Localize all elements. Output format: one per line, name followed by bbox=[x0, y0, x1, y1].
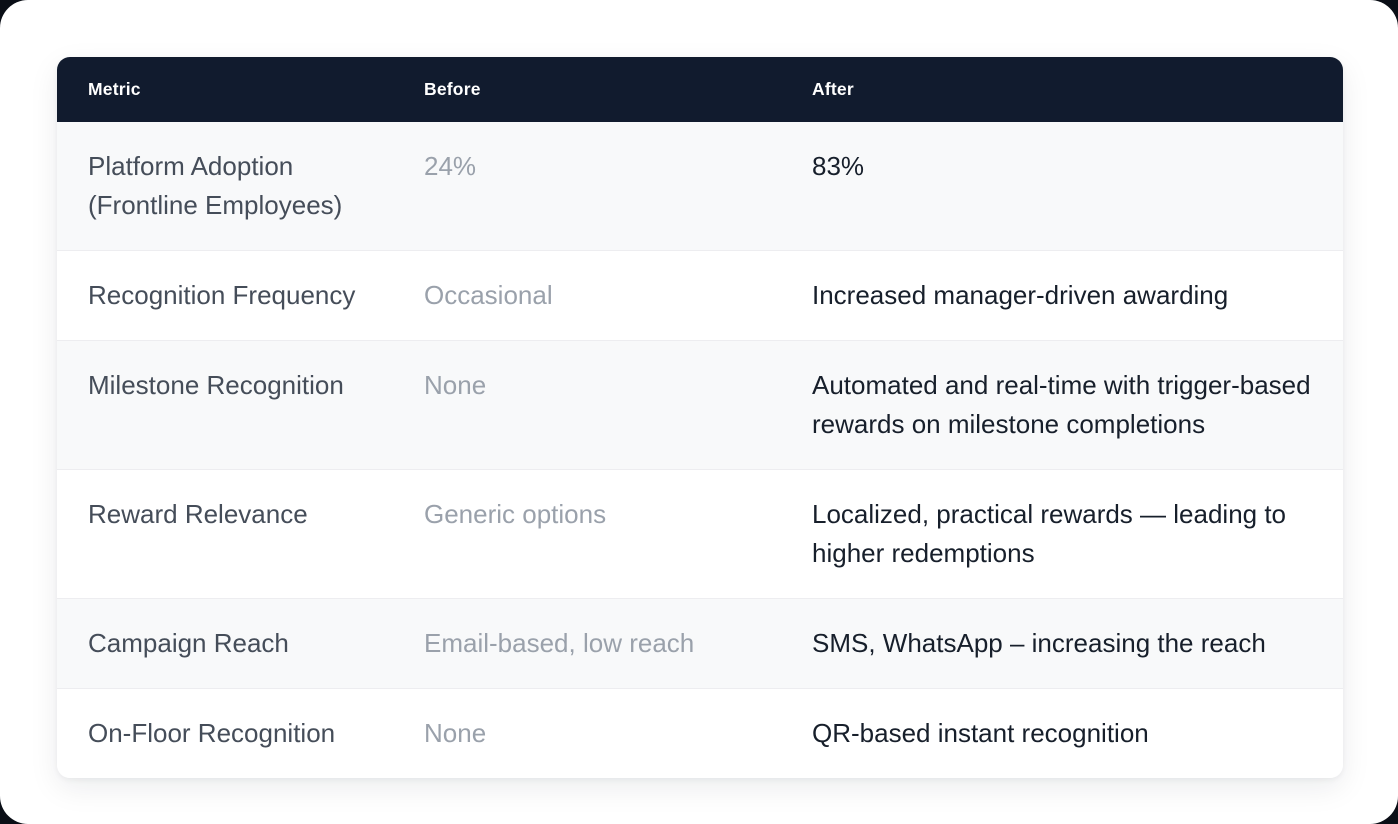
comparison-table-card: Metric Before After Platform Adoption (F… bbox=[57, 57, 1343, 778]
after-cell: Increased manager-driven awarding bbox=[781, 250, 1343, 340]
table-row: Reward Relevance Generic options Localiz… bbox=[57, 469, 1343, 598]
before-cell: Email-based, low reach bbox=[393, 598, 781, 688]
after-cell: QR-based instant recognition bbox=[781, 688, 1343, 778]
before-cell: Generic options bbox=[393, 469, 781, 598]
before-cell: None bbox=[393, 340, 781, 469]
table-row: Recognition Frequency Occasional Increas… bbox=[57, 250, 1343, 340]
table-row: Platform Adoption (Frontline Employees) … bbox=[57, 122, 1343, 250]
metric-cell: Platform Adoption (Frontline Employees) bbox=[57, 122, 393, 250]
column-header-before: Before bbox=[393, 57, 781, 122]
after-cell: 83% bbox=[781, 122, 1343, 250]
metric-cell: Milestone Recognition bbox=[57, 340, 393, 469]
before-after-table: Metric Before After Platform Adoption (F… bbox=[57, 57, 1343, 778]
column-header-metric: Metric bbox=[57, 57, 393, 122]
table-row: Milestone Recognition None Automated and… bbox=[57, 340, 1343, 469]
table-header-row: Metric Before After bbox=[57, 57, 1343, 122]
metric-cell: On-Floor Recognition bbox=[57, 688, 393, 778]
metric-cell: Campaign Reach bbox=[57, 598, 393, 688]
metric-cell: Recognition Frequency bbox=[57, 250, 393, 340]
column-header-after: After bbox=[781, 57, 1343, 122]
before-cell: Occasional bbox=[393, 250, 781, 340]
table-row: On-Floor Recognition None QR-based insta… bbox=[57, 688, 1343, 778]
after-cell: SMS, WhatsApp – increasing the reach bbox=[781, 598, 1343, 688]
metric-cell: Reward Relevance bbox=[57, 469, 393, 598]
before-cell: None bbox=[393, 688, 781, 778]
after-cell: Automated and real-time with trigger-bas… bbox=[781, 340, 1343, 469]
before-cell: 24% bbox=[393, 122, 781, 250]
after-cell: Localized, practical rewards — leading t… bbox=[781, 469, 1343, 598]
table-row: Campaign Reach Email-based, low reach SM… bbox=[57, 598, 1343, 688]
